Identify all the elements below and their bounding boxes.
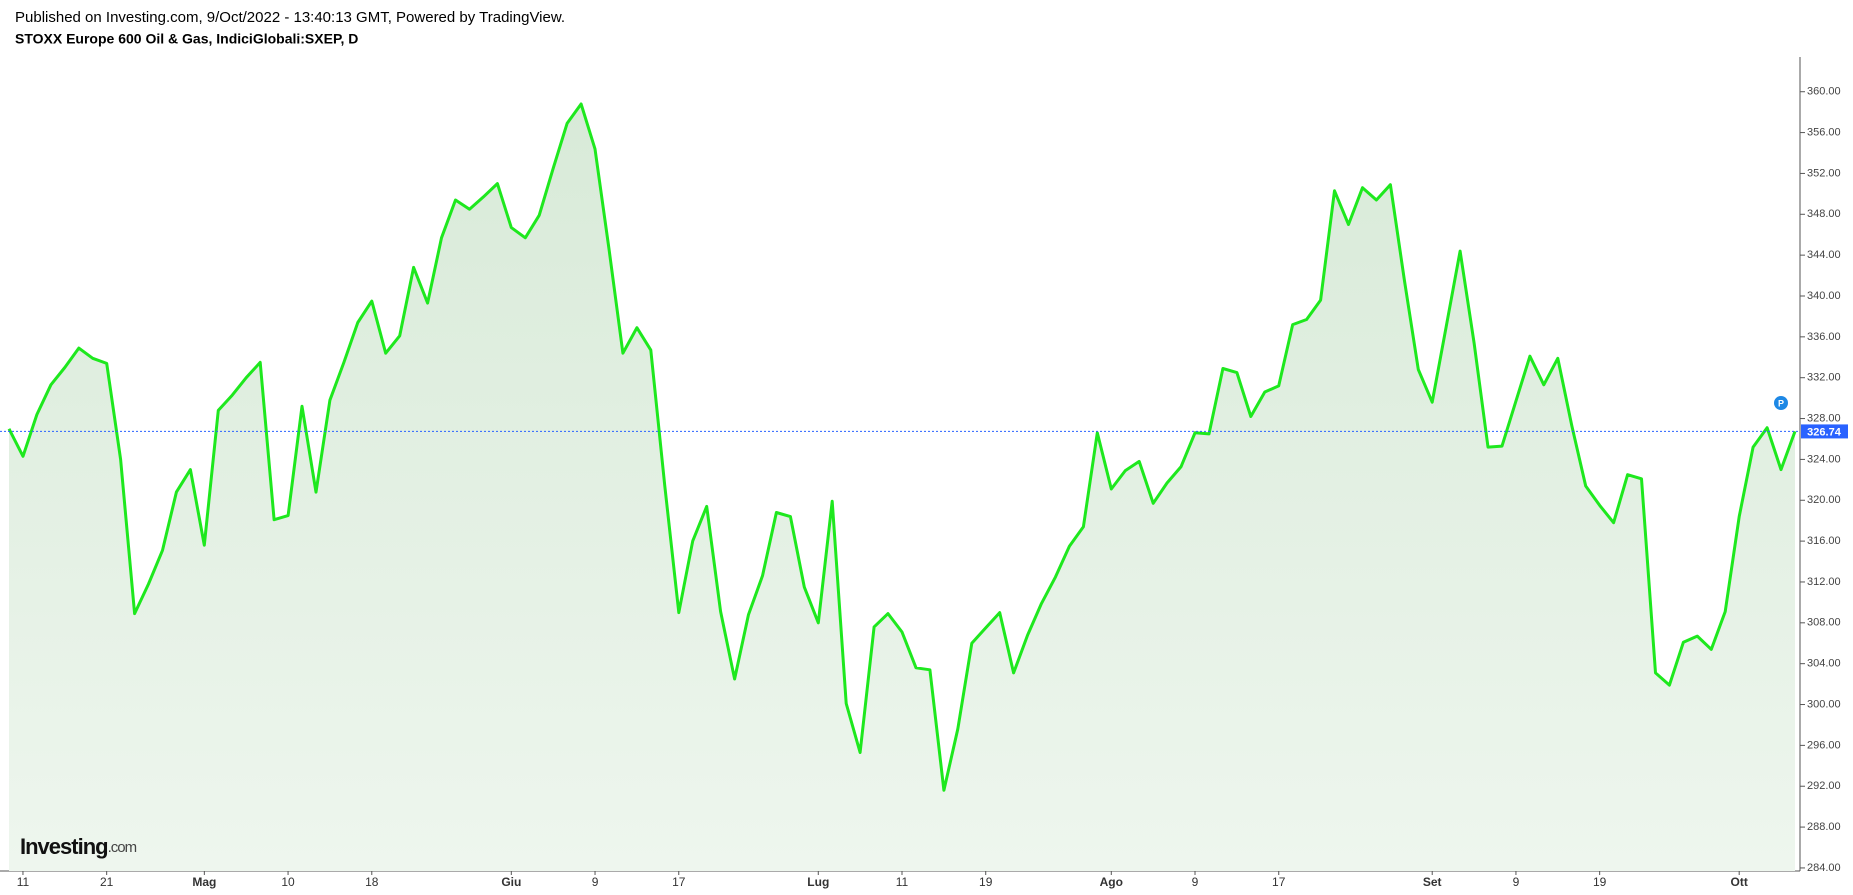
watermark-main: Investing <box>20 834 108 859</box>
x-tick-label: 10 <box>281 875 295 889</box>
x-tick-label: Ago <box>1100 875 1123 889</box>
watermark-suffix: .com <box>108 839 137 856</box>
y-tick-label: 340.00 <box>1807 290 1841 302</box>
x-tick-label: 17 <box>1272 875 1286 889</box>
x-tick-label: Mag <box>192 875 216 889</box>
x-tick-label: 19 <box>1593 875 1607 889</box>
watermark: Investing.com <box>20 834 137 859</box>
y-tick-label: 360.00 <box>1807 86 1841 98</box>
y-tick-label: 348.00 <box>1807 208 1841 220</box>
badge-circle <box>1774 396 1788 410</box>
y-tick-label: 308.00 <box>1807 617 1841 629</box>
x-tick-label: Giu <box>501 875 521 889</box>
y-tick-label: 332.00 <box>1807 372 1841 384</box>
y-tick-label: 284.00 <box>1807 862 1841 874</box>
y-tick-label: 296.00 <box>1807 739 1841 751</box>
x-tick-label: Ott <box>1731 875 1748 889</box>
y-tick-label: 320.00 <box>1807 494 1841 506</box>
published-note: Published on Investing.com, 9/Oct/2022 -… <box>15 9 565 26</box>
y-tick-label: 328.00 <box>1807 412 1841 424</box>
x-tick-label: 11 <box>17 875 30 889</box>
x-tick-label: 17 <box>672 875 686 889</box>
x-tick-label: 9 <box>1513 875 1520 889</box>
chart-title: STOXX Europe 600 Oil & Gas, IndiciGlobal… <box>15 31 358 47</box>
y-tick-label: 344.00 <box>1807 249 1841 261</box>
x-tick-label: 21 <box>100 875 114 889</box>
x-tick-label: 19 <box>979 875 993 889</box>
x-tick-label: 9 <box>1192 875 1199 889</box>
price-line <box>7 102 1797 792</box>
y-tick-label: 288.00 <box>1807 821 1841 833</box>
x-tick-label: 9 <box>592 875 599 889</box>
badge-label: P <box>1778 398 1784 408</box>
x-tick-label: 18 <box>365 875 379 889</box>
y-tick-label: 352.00 <box>1807 167 1841 179</box>
y-tick-label: 300.00 <box>1807 698 1841 710</box>
area-fill <box>9 104 1795 871</box>
y-tick-label: 292.00 <box>1807 780 1841 792</box>
x-tick-label: Set <box>1423 875 1442 889</box>
y-tick-label: 312.00 <box>1807 576 1841 588</box>
last-price-box <box>1801 424 1848 439</box>
y-tick-label: 304.00 <box>1807 658 1841 670</box>
y-tick-label: 316.00 <box>1807 535 1841 547</box>
x-tick-label: Lug <box>807 875 829 889</box>
y-tick-label: 336.00 <box>1807 331 1841 343</box>
y-tick-label: 324.00 <box>1807 453 1841 465</box>
x-tick-label: 11 <box>896 875 909 889</box>
y-tick-label: 356.00 <box>1807 126 1841 138</box>
last-price-label: 326.74 <box>1807 426 1842 438</box>
